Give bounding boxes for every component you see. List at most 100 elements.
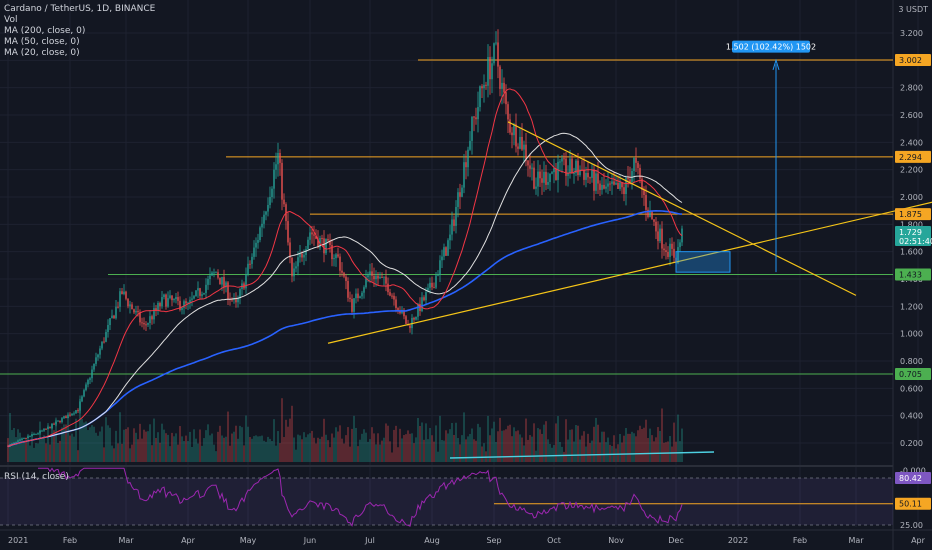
volume-bar xyxy=(437,451,439,462)
price-tick: 2.600 xyxy=(900,111,923,120)
volume-bar xyxy=(341,438,343,462)
candle-body xyxy=(463,162,465,188)
volume-bar xyxy=(247,426,249,462)
volume-bar xyxy=(95,432,97,462)
candle-body xyxy=(659,228,661,242)
candle-body xyxy=(211,272,213,276)
volume-bar xyxy=(553,445,555,462)
candle-body xyxy=(397,308,399,311)
volume-bar xyxy=(521,437,523,462)
candle-body xyxy=(63,416,65,419)
volume-bar xyxy=(177,444,179,462)
candle-body xyxy=(631,170,633,182)
candle-body xyxy=(415,316,417,320)
volume-bar xyxy=(503,430,505,462)
volume-bar xyxy=(201,445,203,462)
legend-ma200[interactable]: MA (200, close, 0) xyxy=(4,26,86,36)
descending-trendline[interactable] xyxy=(507,121,857,296)
volume-bar xyxy=(617,444,619,462)
candle-body xyxy=(251,256,253,264)
candle-body xyxy=(65,416,67,419)
candle-body xyxy=(185,301,187,304)
candle-body xyxy=(331,245,333,260)
volume-bar xyxy=(639,425,641,462)
volume-bar xyxy=(373,433,375,462)
candle-body xyxy=(473,116,475,118)
candle-body xyxy=(85,384,87,391)
volume-bar xyxy=(409,433,411,462)
time-axis[interactable]: 2021 Feb Mar Apr May Jun Jul Aug Sep Oct Nov Dec 202… xyxy=(8,536,932,545)
candle-body xyxy=(599,183,601,190)
candle-body xyxy=(41,430,43,432)
candle-body xyxy=(345,276,347,282)
candle-body xyxy=(649,211,651,218)
volume-bar xyxy=(355,427,357,462)
volume-bar xyxy=(27,433,29,462)
volume-bar xyxy=(511,436,513,462)
volume-bar xyxy=(315,443,317,462)
candle-body xyxy=(399,310,401,314)
volume-bar xyxy=(181,436,183,462)
volume-bar xyxy=(523,445,525,462)
volume-bar xyxy=(419,425,421,462)
position-box[interactable] xyxy=(675,251,731,273)
volume-bar xyxy=(493,421,495,462)
candle-body xyxy=(305,249,307,255)
price-axis-unit: 3 USDT xyxy=(898,5,928,14)
legend-symbol[interactable]: Cardano / TetherUS, 1D, BINANCE xyxy=(4,4,156,14)
volume-bar xyxy=(291,405,293,462)
candle-body xyxy=(481,86,483,89)
candle-body xyxy=(641,178,643,190)
candle-body xyxy=(417,303,419,317)
volume-bar xyxy=(489,435,491,462)
volume-bar xyxy=(615,448,617,462)
volume-bar xyxy=(85,421,87,462)
volume-bar xyxy=(261,435,263,462)
candle-body xyxy=(107,325,109,332)
legend-ma50[interactable]: MA (50, close, 0) xyxy=(4,37,80,47)
volume-bar xyxy=(289,418,291,462)
volume-trendline[interactable] xyxy=(449,451,715,459)
horizontal-levels[interactable] xyxy=(0,59,893,375)
volume-bar xyxy=(463,412,465,462)
volume-bar xyxy=(321,436,323,462)
volume-bar xyxy=(23,440,25,462)
candle-body xyxy=(409,325,411,329)
candle-body xyxy=(559,161,561,163)
candle-body xyxy=(427,287,429,293)
candle-body xyxy=(175,297,177,300)
time-tick: Feb xyxy=(63,536,77,545)
volume-bar xyxy=(65,424,67,462)
volume-bar xyxy=(43,435,45,462)
volume-bar xyxy=(579,439,581,462)
candle-body xyxy=(293,268,295,277)
legend-ma20[interactable]: MA (20, close, 0) xyxy=(4,48,80,58)
volume-bar xyxy=(239,425,241,462)
candle-body xyxy=(627,177,629,180)
drawings[interactable]: 1.502 (102.42%) 1502 xyxy=(327,40,932,459)
candle-body xyxy=(609,183,611,185)
volume-bar xyxy=(119,412,121,462)
rsi-legend[interactable]: RSI (14, close) xyxy=(4,472,69,482)
candle-body xyxy=(421,297,423,312)
candle-body xyxy=(59,420,61,422)
volume-bar xyxy=(159,442,161,462)
candle-body xyxy=(523,144,525,150)
candle-body xyxy=(615,182,617,185)
candle-body xyxy=(27,436,29,439)
candle-body xyxy=(613,181,615,185)
legend-vol[interactable]: Vol xyxy=(4,15,18,25)
volume-bar xyxy=(59,440,61,462)
volume-bar xyxy=(311,430,313,462)
volume-bar xyxy=(77,450,79,462)
ascending-trendline[interactable] xyxy=(327,192,932,344)
candle-body xyxy=(339,256,341,271)
candle-body xyxy=(167,298,169,307)
time-tick: Sep xyxy=(486,536,501,545)
volume-bar xyxy=(105,417,107,462)
current-price: 1.729 xyxy=(899,228,922,237)
candle-body xyxy=(483,84,485,89)
volume-bar xyxy=(397,447,399,462)
volume-bar xyxy=(533,423,535,462)
